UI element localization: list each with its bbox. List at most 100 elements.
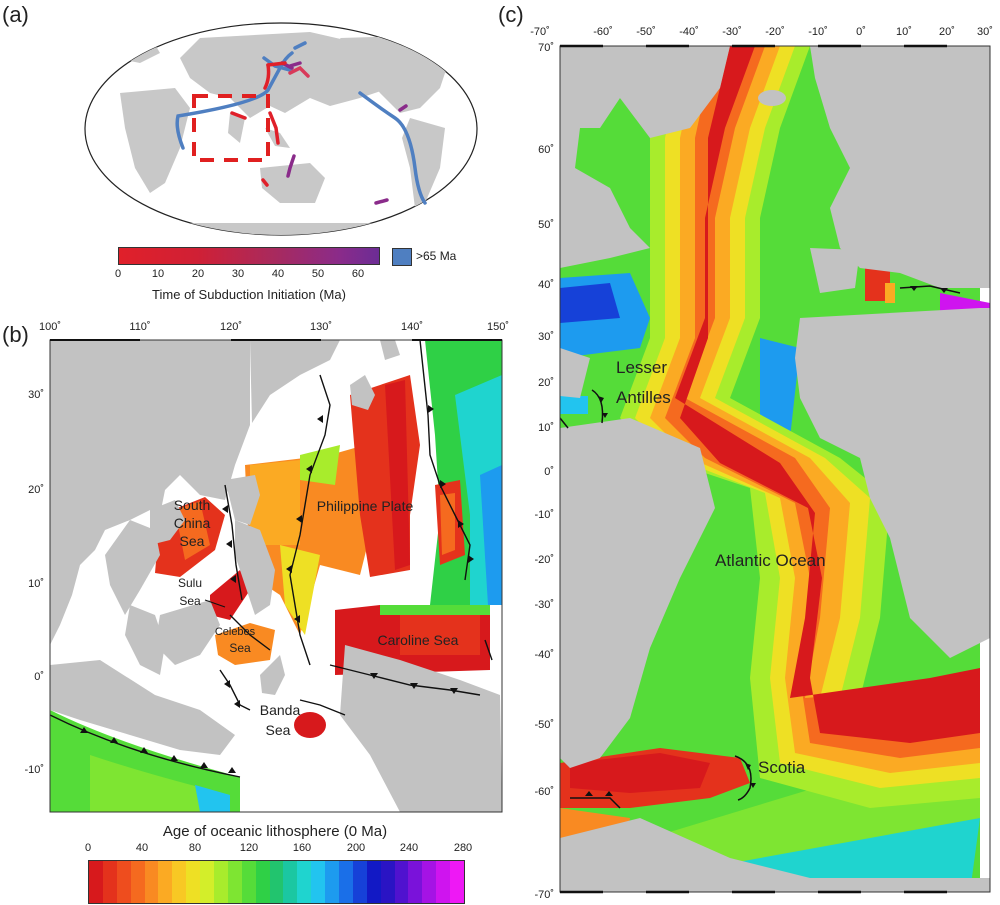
b-lat-neg10: -10˚ (24, 764, 44, 776)
age-tick-280: 280 (453, 842, 473, 854)
c-lon-neg40: -40˚ (679, 26, 699, 38)
celebes-sea-label-1: Celebes (215, 626, 256, 638)
atlantic-map: -70˚ -60˚ -50˚ -40˚ -30˚ -20˚ -10˚ 0˚ 10… (530, 26, 993, 901)
panel-a-letter: (a) (2, 2, 29, 27)
tick-60: 60 (351, 268, 365, 280)
age-colorbar (88, 860, 465, 904)
b-lon-110: 110˚ (129, 321, 150, 333)
tick-40: 40 (271, 268, 285, 280)
c-lon-neg50: -50˚ (636, 26, 656, 38)
c-lat-neg40: -40˚ (534, 649, 554, 661)
banda-sea-label-1: Banda (260, 702, 301, 718)
c-lon-neg30: -30˚ (722, 26, 742, 38)
age-colorbar-segment (241, 861, 256, 903)
south-china-sea-label-3: Sea (180, 533, 205, 549)
philippine-plate-label: Philippine Plate (317, 498, 414, 514)
panel-c-letter: (c) (498, 2, 524, 27)
south-china-sea-label-2: China (174, 515, 211, 531)
c-lat-60: 60˚ (538, 144, 554, 156)
age-colorbar-segment (422, 861, 437, 903)
lesser-antilles-label-2: Antilles (616, 388, 671, 407)
c-lat-30: 30˚ (538, 331, 554, 343)
age-tick-160: 160 (292, 842, 312, 854)
c-lat-neg70: -70˚ (534, 889, 554, 901)
c-lon-0: 0˚ (856, 26, 866, 38)
age-tick-0: 0 (84, 842, 92, 854)
age-colorbar-segment (102, 861, 117, 903)
tick-10: 10 (151, 268, 165, 280)
subduction-colorbar-title: Time of Subduction Initiation (Ma) (152, 287, 346, 302)
age-colorbar-segment (436, 861, 451, 903)
age-colorbar-title: Age of oceanic lithosphere (0 Ma) (162, 823, 388, 840)
age-colorbar-segment (297, 861, 312, 903)
older-than-65-swatch (392, 248, 412, 266)
tick-50: 50 (311, 268, 325, 280)
age-colorbar-segment (172, 861, 187, 903)
c-lat-20: 20˚ (538, 377, 554, 389)
b-lon-150: 150˚ (487, 321, 509, 333)
b-lon-130: 130˚ (310, 321, 332, 333)
c-lon-30: 30˚ (977, 26, 993, 38)
age-colorbar-ticks: 0 40 80 120 160 200 240 280 (78, 842, 478, 858)
c-lon-neg10: -10˚ (808, 26, 828, 38)
c-lat-40: 40˚ (538, 279, 554, 291)
age-colorbar-segment (450, 861, 465, 903)
age-colorbar-segment (352, 861, 367, 903)
age-colorbar-segment (311, 861, 326, 903)
age-colorbar-segment (144, 861, 159, 903)
age-colorbar-segment (214, 861, 228, 903)
se-asia-map: 100˚ 110˚ 120˚ 130˚ 140˚ 150˚ 30˚ 20˚ 10… (24, 321, 509, 813)
age-colorbar-segment (339, 861, 353, 903)
c-lat-10: 10˚ (538, 422, 554, 434)
atlantic-ocean-label: Atlantic Ocean (715, 551, 826, 570)
c-lat-neg60: -60˚ (534, 786, 554, 798)
age-colorbar-segment (408, 861, 423, 903)
age-colorbar-segment (255, 861, 270, 903)
age-tick-120: 120 (239, 842, 259, 854)
age-colorbar-segment (158, 861, 173, 903)
age-colorbar-segment (227, 861, 242, 903)
subduction-time-colorbar (118, 247, 380, 265)
age-colorbar-segment (116, 861, 131, 903)
c-lon-10: 10˚ (896, 26, 912, 38)
age-colorbar-segment (186, 861, 201, 903)
b-lat-30: 30˚ (28, 389, 44, 401)
tick-0: 0 (114, 268, 122, 280)
caroline-sea-label: Caroline Sea (378, 632, 459, 648)
age-colorbar-segment (130, 861, 145, 903)
b-lon-100: 100˚ (39, 321, 61, 333)
age-tick-40: 40 (135, 842, 149, 854)
scotia-label: Scotia (758, 758, 806, 777)
subduction-colorbar-ticks: 0 10 20 30 40 50 60 (108, 268, 398, 284)
b-lon-140: 140˚ (401, 321, 423, 333)
age-colorbar-segment (200, 861, 215, 903)
c-lat-neg50: -50˚ (534, 719, 554, 731)
age-colorbar-segment (366, 861, 381, 903)
c-lon-20: 20˚ (939, 26, 955, 38)
tick-20: 20 (191, 268, 205, 280)
c-lat-neg20: -20˚ (534, 554, 554, 566)
world-map-mollweide (84, 22, 478, 236)
age-tick-200: 200 (346, 842, 366, 854)
c-lat-neg30: -30˚ (534, 599, 554, 611)
age-colorbar-segment (394, 861, 409, 903)
age-tick-240: 240 (399, 842, 419, 854)
celebes-sea-label-2: Sea (229, 641, 251, 655)
panel-b-letter: (b) (2, 322, 29, 347)
c-lat-neg10: -10˚ (534, 509, 554, 521)
sulu-sea-label-2: Sea (179, 594, 201, 608)
age-colorbar-segment (269, 861, 284, 903)
south-china-sea-label-1: South (174, 497, 211, 513)
older-than-65-label: >65 Ma (416, 249, 457, 263)
c-lon-neg60: -60˚ (593, 26, 613, 38)
age-colorbar-segment (283, 861, 298, 903)
age-colorbar-segment (89, 861, 103, 903)
tick-30: 30 (231, 268, 245, 280)
c-lon-neg70: -70˚ (530, 26, 550, 38)
c-lat-50: 50˚ (538, 219, 554, 231)
c-lat-70: 70˚ (538, 42, 554, 54)
age-colorbar-segment (325, 861, 340, 903)
c-lat-0: 0˚ (544, 466, 554, 478)
c-lon-neg20: -20˚ (765, 26, 785, 38)
banda-sea-label-2: Sea (266, 722, 291, 738)
